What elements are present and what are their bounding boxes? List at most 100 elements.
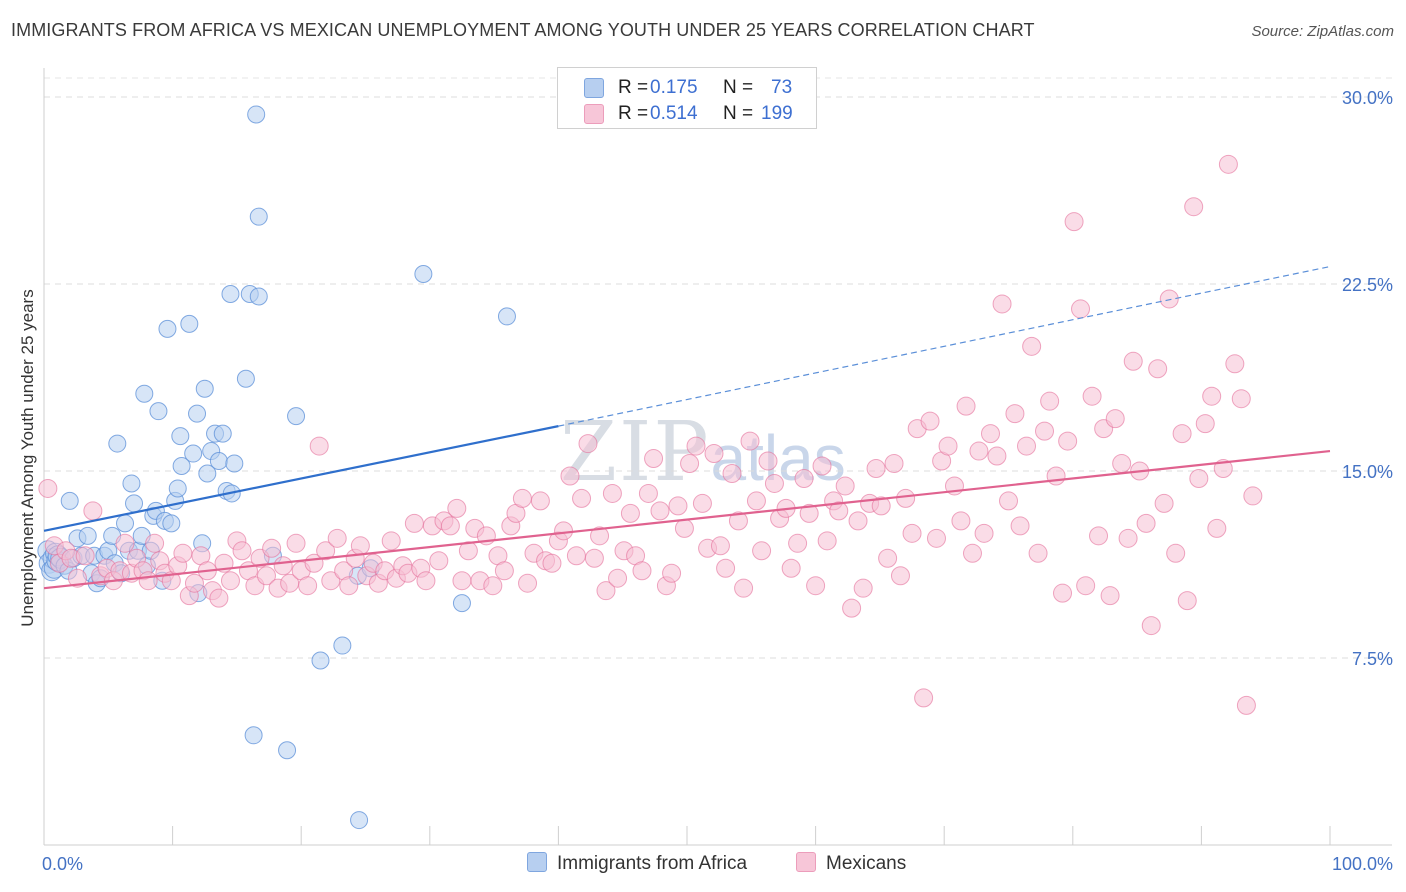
- mexican-point: [1089, 526, 1109, 546]
- legend-r-label: R =: [618, 77, 649, 98]
- legend-r-value: 0.175: [650, 77, 698, 98]
- mexican-point: [1082, 386, 1102, 406]
- mexican-point: [1005, 404, 1025, 424]
- mexican-point: [956, 396, 976, 416]
- mexican-point: [1154, 493, 1174, 513]
- mexican-point: [256, 566, 276, 586]
- mexican-point: [321, 571, 341, 591]
- legend-n-value: 73: [771, 77, 793, 98]
- mexican-point: [590, 526, 610, 546]
- mexican-point: [440, 516, 460, 536]
- mexican-point: [992, 294, 1012, 314]
- mexican-point: [896, 488, 916, 508]
- africa-point: [414, 265, 433, 284]
- legend-swatch-africa: [527, 852, 547, 872]
- mexican-point: [339, 576, 359, 596]
- legend-swatch-africa: [584, 78, 604, 98]
- mexican-point: [1046, 466, 1066, 486]
- africa-point: [249, 287, 268, 306]
- africa-point: [158, 319, 177, 338]
- mexican-point: [542, 553, 562, 573]
- mexican-point: [1105, 409, 1125, 429]
- mexican-point: [572, 488, 592, 508]
- mexican-point: [926, 528, 946, 548]
- mexican-point: [710, 536, 730, 556]
- mexican-point: [746, 491, 766, 511]
- mexican-point: [764, 473, 784, 493]
- africa-point: [287, 407, 306, 426]
- mexican-point: [286, 533, 306, 553]
- mexican-point: [512, 488, 532, 508]
- africa-point: [213, 424, 232, 443]
- y-tick-label: 7.5%: [1352, 649, 1393, 669]
- mexican-point: [740, 431, 760, 451]
- africa-point: [108, 434, 127, 453]
- mexican-point: [518, 573, 538, 593]
- mexican-point: [812, 456, 832, 476]
- mexican-point: [999, 491, 1018, 511]
- mexican-point: [1040, 391, 1060, 411]
- mexican-point: [1071, 299, 1091, 319]
- mexican-point: [680, 454, 700, 474]
- mexican-point: [1123, 351, 1143, 371]
- africa-point: [333, 636, 352, 655]
- mexican-point: [884, 454, 904, 474]
- mexican-point: [145, 533, 165, 553]
- legend-item-mexicans: Mexicans: [796, 852, 906, 876]
- mexican-point: [650, 501, 670, 521]
- y-tick-label: 22.5%: [1342, 275, 1393, 295]
- mexican-point: [853, 578, 873, 598]
- correlation-legend: R = 0.175 N = 73 R = 0.514 N = 199: [557, 67, 817, 129]
- mexican-point: [483, 576, 503, 596]
- mexican-point: [1225, 354, 1245, 374]
- mexican-point: [871, 496, 891, 516]
- mexican-point: [752, 541, 772, 561]
- mexican-point: [309, 436, 329, 456]
- africa-point: [125, 494, 144, 513]
- mexican-point: [920, 411, 940, 431]
- mexican-point: [817, 531, 837, 551]
- mexican-point: [1058, 431, 1078, 451]
- mexican-point: [209, 588, 229, 608]
- mexican-point: [728, 511, 748, 531]
- mexican-point: [416, 571, 436, 591]
- africa-points: [37, 105, 516, 830]
- mexican-point: [781, 558, 801, 578]
- mexican-point: [584, 548, 604, 568]
- mexican-trend-line: [43, 449, 1331, 590]
- mexican-point: [602, 483, 622, 503]
- mexican-point: [273, 556, 293, 576]
- mexican-point: [458, 541, 478, 561]
- mexican-point: [835, 476, 855, 496]
- mexican-point: [980, 424, 1000, 444]
- mexican-point: [75, 546, 95, 566]
- mexican-point: [987, 446, 1007, 466]
- mexican-point: [596, 581, 616, 601]
- legend-label-africa: Immigrants from Africa: [557, 853, 748, 874]
- legend-row-mexicans: R = 0.514 N = 199: [558, 101, 816, 127]
- mexican-point: [962, 543, 982, 563]
- mexican-point: [83, 501, 103, 521]
- africa-point: [497, 307, 516, 326]
- mexican-point: [1028, 543, 1048, 563]
- legend-item-africa: Immigrants from Africa: [527, 852, 747, 876]
- mexican-point: [327, 528, 347, 548]
- africa-point: [162, 514, 181, 533]
- trend-lines: [43, 265, 1331, 590]
- mexican-point: [890, 566, 910, 586]
- legend-n-value: 199: [761, 103, 793, 124]
- mexican-point: [1100, 586, 1120, 606]
- mexican-point: [734, 578, 754, 598]
- africa-point: [236, 369, 255, 388]
- mexican-point: [262, 538, 282, 558]
- mexican-point: [560, 466, 580, 486]
- africa-point: [188, 404, 207, 423]
- mexican-point: [1112, 454, 1132, 474]
- mexican-point: [1148, 359, 1168, 379]
- mexican-point: [1243, 486, 1263, 506]
- mexican-point: [184, 573, 204, 593]
- mexican-point: [1076, 576, 1096, 596]
- legend-r-label: R =: [618, 103, 649, 124]
- mexican-point: [1159, 289, 1179, 309]
- mexican-point: [1195, 414, 1215, 434]
